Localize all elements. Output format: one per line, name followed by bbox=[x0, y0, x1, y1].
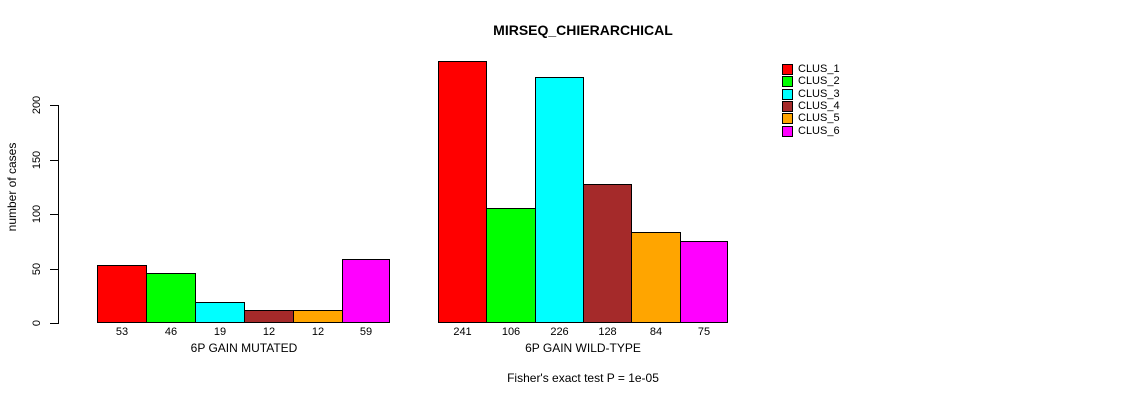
bar-clus_5 bbox=[631, 232, 681, 323]
y-axis-tick bbox=[50, 160, 58, 161]
bar-value-label: 75 bbox=[697, 326, 711, 338]
y-axis-tick bbox=[50, 214, 58, 215]
legend-swatch bbox=[782, 88, 793, 100]
y-axis-tick-label: 0 bbox=[31, 319, 43, 327]
legend-swatch bbox=[782, 75, 793, 87]
bar-clus_5 bbox=[293, 310, 343, 323]
bar-clus_3 bbox=[195, 302, 245, 323]
y-axis-tick-label: 200 bbox=[31, 95, 43, 115]
legend-item-clus_5: CLUS_5 bbox=[782, 112, 840, 124]
y-axis-label: number of cases bbox=[5, 142, 19, 232]
bar-value-label: 12 bbox=[262, 326, 276, 338]
bar-clus_3 bbox=[535, 77, 584, 323]
bar-clus_6 bbox=[342, 259, 390, 323]
bar-value-label: 226 bbox=[550, 326, 569, 338]
legend-item-clus_1: CLUS_1 bbox=[782, 63, 840, 75]
chart-title: MIRSEQ_CHIERARCHICAL bbox=[493, 22, 673, 38]
legend-item-clus_2: CLUS_2 bbox=[782, 75, 840, 87]
y-axis-tick bbox=[50, 105, 58, 106]
bar-value-label: 106 bbox=[501, 326, 521, 338]
legend-label: CLUS_3 bbox=[798, 87, 840, 100]
bar-clus_1 bbox=[438, 61, 487, 323]
bar-value-label: 59 bbox=[359, 326, 373, 338]
legend-swatch bbox=[782, 112, 793, 124]
legend-label: CLUS_4 bbox=[798, 99, 840, 112]
bar-value-label: 46 bbox=[164, 326, 178, 338]
legend-item-clus_6: CLUS_6 bbox=[782, 125, 840, 137]
legend-item-clus_3: CLUS_3 bbox=[782, 88, 840, 100]
bar-value-label: 53 bbox=[115, 326, 129, 338]
legend-swatch bbox=[782, 63, 793, 75]
legend-label: CLUS_1 bbox=[798, 62, 840, 75]
group-label-mutated: 6P GAIN MUTATED bbox=[190, 341, 298, 355]
bar-clus_2 bbox=[146, 273, 196, 323]
legend-swatch bbox=[782, 100, 793, 112]
group-label-wild-type: 6P GAIN WILD-TYPE bbox=[525, 341, 641, 355]
legend-item-clus_4: CLUS_4 bbox=[782, 100, 840, 112]
legend-label: CLUS_5 bbox=[798, 111, 840, 124]
bar-value-label: 241 bbox=[453, 326, 472, 338]
bar-clus_4 bbox=[583, 184, 632, 323]
bar-value-label: 128 bbox=[598, 326, 617, 338]
bar-value-label: 19 bbox=[213, 326, 227, 338]
fisher-test-annotation: Fisher's exact test P = 1e-05 bbox=[507, 371, 659, 385]
legend-swatch bbox=[782, 125, 793, 137]
bar-clus_4 bbox=[244, 310, 294, 323]
y-axis-tick-label: 100 bbox=[31, 204, 43, 224]
legend-label: CLUS_6 bbox=[798, 124, 840, 137]
y-axis-tick bbox=[50, 323, 58, 324]
y-axis-line bbox=[58, 105, 59, 324]
bar-clus_6 bbox=[680, 241, 728, 323]
bar-value-label: 12 bbox=[311, 326, 325, 338]
y-axis-tick bbox=[50, 269, 58, 270]
bar-clus_2 bbox=[486, 208, 536, 323]
bar-value-label: 84 bbox=[649, 326, 663, 338]
legend-label: CLUS_2 bbox=[798, 74, 840, 87]
y-axis-tick-label: 50 bbox=[31, 262, 43, 276]
y-axis-tick-label: 150 bbox=[31, 150, 43, 170]
bar-clus_1 bbox=[97, 265, 147, 323]
